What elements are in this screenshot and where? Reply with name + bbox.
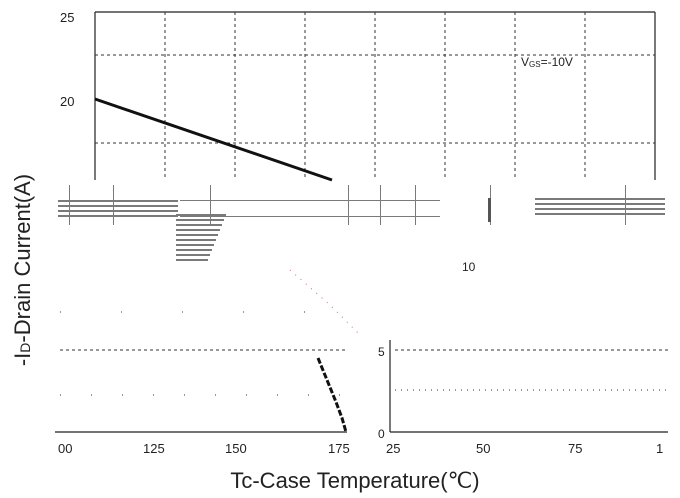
y-tick-label: 5: [378, 345, 385, 359]
artifact-stair: [176, 234, 218, 236]
artifact-stair: [176, 249, 212, 251]
artifact-tick: [415, 185, 416, 225]
gridlines-upper: [95, 12, 655, 180]
x-tick-label-overlay: 75: [568, 441, 582, 456]
artifact-tick: [210, 185, 211, 225]
y-tick-label: 25: [60, 10, 74, 25]
series-layer: [94, 97, 361, 433]
x-tick-label-overlay: 1: [656, 441, 663, 456]
y-tick-label: 0: [378, 427, 385, 441]
x-tick-label: 150: [225, 441, 247, 456]
artifact-tick: [625, 185, 626, 225]
artifact-stair: [176, 224, 222, 226]
x-tick-label: 00: [58, 441, 72, 456]
artifact-stripe: [535, 208, 665, 210]
artifact-stair: [176, 254, 210, 256]
artifact-tick: [69, 185, 70, 225]
plot-frame-lower: [55, 340, 668, 433]
y-tick-label: 20: [60, 94, 74, 109]
artifact-mask: [55, 180, 670, 235]
artifact-tick: [488, 198, 491, 222]
artifact-stripe: [180, 200, 440, 201]
artifact-stair: [176, 229, 220, 231]
x-tick-label: 125: [143, 441, 165, 456]
artifact-stair: [176, 239, 216, 241]
artifact-tick: [380, 185, 381, 225]
artifact-stripe: [180, 216, 440, 217]
gridlines-lower: [60, 311, 668, 396]
series-line-lower: [316, 357, 348, 433]
artifact-stripe: [535, 203, 665, 205]
artifact-stripe: [58, 205, 178, 207]
artifact-stripe: [58, 210, 178, 212]
y-axis-title: -ID-Drain Current(A): [10, 174, 35, 366]
artifact-tick: [348, 185, 349, 225]
render-artifact-band: [55, 180, 670, 261]
series-line-upper: [94, 97, 333, 182]
series-faint-trail: [289, 269, 361, 336]
x-tick-label-overlay: 25: [386, 441, 400, 456]
artifact-stair: [176, 214, 226, 216]
artifact-stripe: [58, 215, 178, 217]
artifact-stair: [176, 219, 224, 221]
artifact-tick: [113, 185, 114, 225]
artifact-stripe: [58, 200, 178, 202]
x-tick-label-overlay: 50: [476, 441, 490, 456]
x-tick-label: 175: [328, 441, 350, 456]
artifact-stair: [176, 259, 208, 261]
artifact-stripe: [535, 213, 665, 215]
vgs-annotation: VGS=-10V: [521, 55, 573, 69]
x-axis-title: Tc-Case Temperature(℃): [230, 468, 479, 493]
artifact-stripe: [535, 198, 665, 200]
y-tick-label: 10: [462, 260, 476, 274]
artifact-stair: [176, 244, 214, 246]
